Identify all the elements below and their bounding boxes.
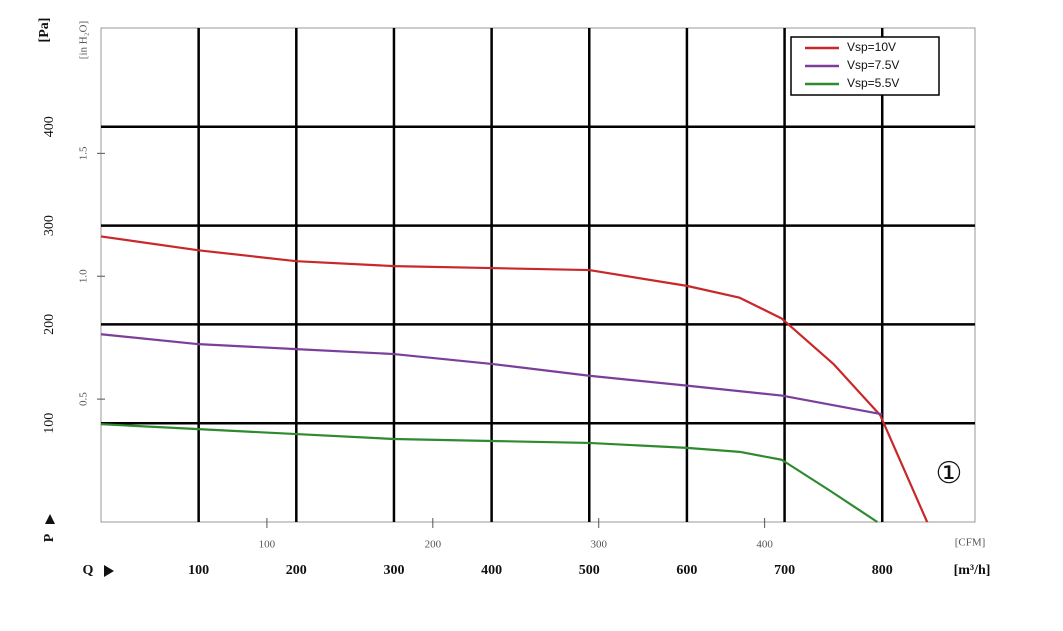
y-arrow — [45, 514, 55, 524]
y2-axis-label: [in H₂O] — [78, 21, 90, 59]
x-tick-label: 100 — [188, 563, 209, 578]
y-symbol: P — [42, 533, 57, 542]
x2-axis-label: [CFM] — [955, 537, 986, 549]
y2-tick-label: 1.5 — [78, 146, 90, 160]
x2-tick-label: 200 — [425, 539, 442, 551]
series-line — [100, 423, 878, 523]
x-tick-label: 700 — [774, 563, 795, 578]
legend-label: Vsp=5.5V — [847, 76, 899, 90]
y-tick-label: 300 — [42, 215, 57, 236]
y-tick-label: 400 — [42, 116, 57, 137]
x2-tick-label: 400 — [756, 539, 773, 551]
y-tick-label: 200 — [42, 314, 57, 335]
legend-label: Vsp=10V — [847, 40, 896, 54]
x-tick-label: 400 — [481, 563, 502, 578]
series-line — [100, 333, 883, 416]
series-line — [100, 235, 929, 523]
x-axis-label: [m³/h] — [954, 563, 991, 578]
y-axis-label: [Pa] — [37, 18, 52, 43]
curve-marker: ① — [936, 457, 963, 490]
y2-tick-label: 0.5 — [78, 392, 90, 406]
x-tick-label: 800 — [872, 563, 893, 578]
x-tick-label: 600 — [676, 563, 697, 578]
x-symbol: Q — [83, 563, 94, 578]
x-tick-label: 500 — [579, 563, 600, 578]
y-tick-label: 100 — [42, 413, 57, 434]
y2-tick-label: 1.0 — [78, 269, 90, 283]
x-arrow — [104, 565, 114, 577]
x2-tick-label: 100 — [259, 539, 276, 551]
plot-area — [100, 27, 976, 523]
x-tick-label: 300 — [383, 563, 404, 578]
x-tick-label: 200 — [286, 563, 307, 578]
legend-label: Vsp=7.5V — [847, 58, 899, 72]
x2-tick-label: 300 — [590, 539, 607, 551]
